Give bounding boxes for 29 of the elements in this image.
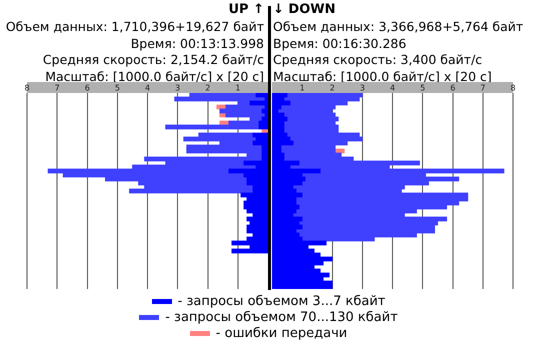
- text: Средняя скорость: 2,154.2 байт/с: [42, 52, 264, 68]
- legend-label: - запросы объемом 70...130 кбайт: [165, 310, 398, 325]
- x-tick-label: 4: [144, 83, 150, 92]
- legend-label: - запросы объемом 3...7 кбайт: [178, 294, 386, 309]
- x-tick-label: 7: [54, 83, 60, 92]
- x-tick-label: 7: [480, 83, 486, 92]
- x-tick-label: 1: [235, 83, 240, 92]
- legend-label: - ошибки передачи: [216, 326, 348, 341]
- chart-subtitle: Объем данных: 1,710,396+19,627 байт: [4, 19, 264, 35]
- chart-title: UP ↑: [227, 2, 264, 18]
- x-tick-label: 5: [114, 83, 120, 92]
- text: Средняя скорость: 3,400 байт/с: [272, 52, 484, 68]
- x-tick-label: 3: [175, 83, 180, 92]
- x-tick-label: 8: [24, 83, 30, 92]
- text: Время: 00:16:30.286: [272, 36, 408, 52]
- x-tick-label: 5: [420, 83, 426, 92]
- x-tick-label: 2: [330, 83, 335, 92]
- x-tick-label: 6: [84, 83, 90, 92]
- x-tick-label: 4: [390, 83, 396, 92]
- text: Время: 00:13:13.998: [130, 36, 264, 52]
- x-tick-label: 1: [300, 83, 305, 92]
- text: Масштаб: [1000.0 байт/с] x [20 с]: [44, 68, 264, 84]
- x-tick-label: 8: [510, 83, 516, 92]
- chart-title: ↓ DOWN: [272, 2, 336, 18]
- x-tick-label: 3: [360, 83, 365, 92]
- x-tick-label: 2: [205, 83, 210, 92]
- x-tick-label: 6: [450, 83, 456, 92]
- text: Масштаб: [1000.0 байт/с] x [20 с]: [272, 68, 493, 84]
- chart-subtitle: Объем данных: 3,366,968+5,764 байт: [272, 19, 524, 35]
